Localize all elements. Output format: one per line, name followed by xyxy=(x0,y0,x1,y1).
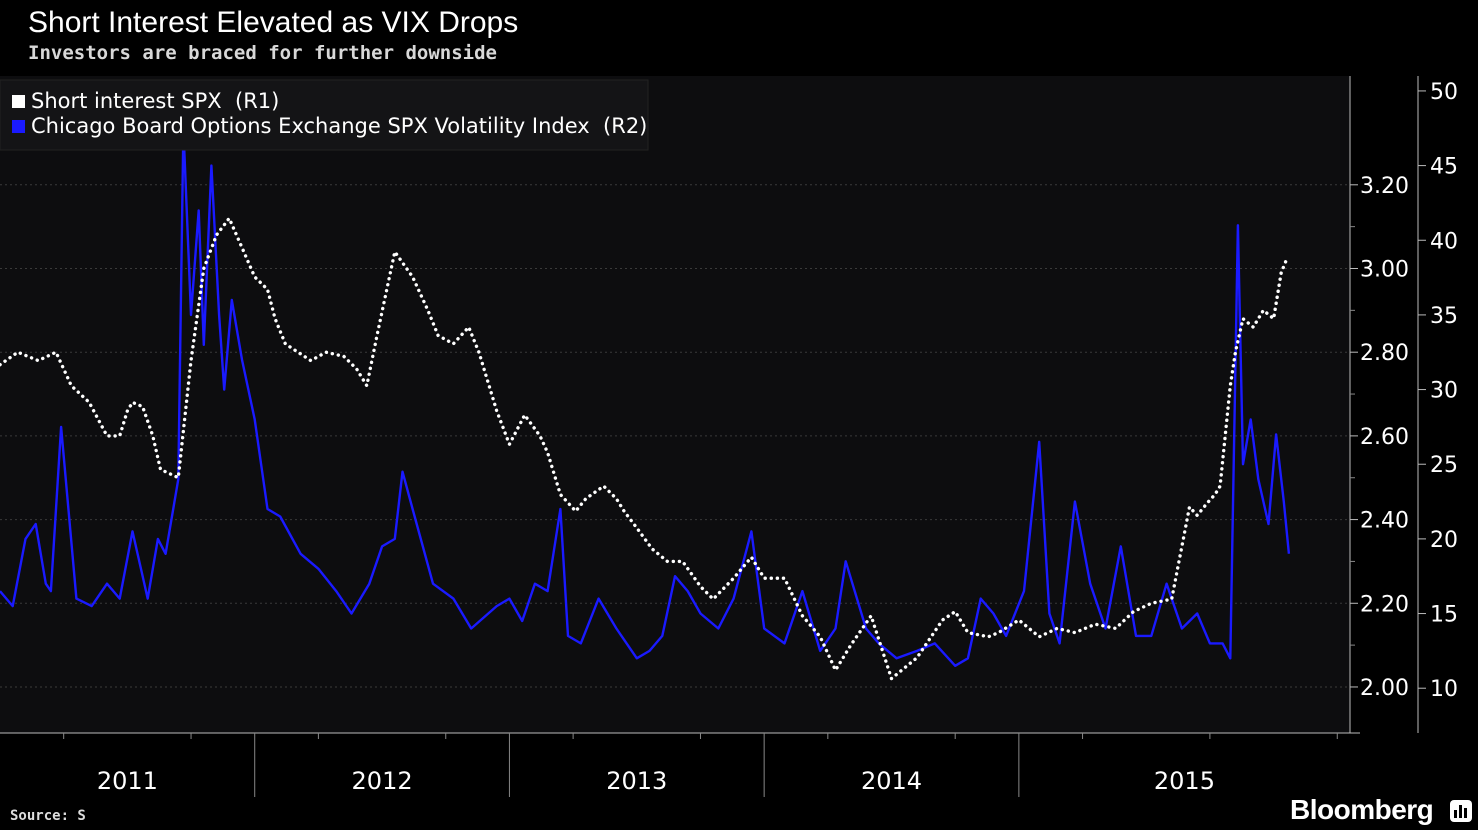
x-tick-label-2015: 2015 xyxy=(1154,767,1215,795)
r1-tick-label-3.00: 3.00 xyxy=(1360,257,1409,282)
legend-label-short-interest: Short interest SPX (R1) xyxy=(31,89,279,113)
r1-tick-label-2.60: 2.60 xyxy=(1360,425,1409,450)
legend-swatch-vix xyxy=(12,120,25,133)
legend: Short interest SPX (R1) Chicago Board Op… xyxy=(0,79,649,151)
r1-tick-label-2.80: 2.80 xyxy=(1360,341,1409,366)
r2-tick-label-20: 20 xyxy=(1430,528,1458,553)
r2-tick-label-50: 50 xyxy=(1430,80,1458,105)
bloomberg-logo: Bloomberg xyxy=(1290,794,1434,825)
plot-background xyxy=(0,76,1350,733)
r2-tick-label-10: 10 xyxy=(1430,677,1458,702)
r2-tick-label-40: 40 xyxy=(1430,229,1458,254)
x-tick-label-2011: 2011 xyxy=(97,767,158,795)
chart: 2.00 2.20 2.40 2.60 2.80 3.00 3.20 10 15 20 25 30 35… xyxy=(0,76,1458,797)
r2-tick-label-35: 35 xyxy=(1430,304,1458,329)
r2-tick-label-15: 15 xyxy=(1430,603,1458,628)
short-interest-line xyxy=(0,216,1289,681)
bloomberg-terminal-icon xyxy=(1450,800,1472,822)
chart-subtitle: Investors are braced for further downsid… xyxy=(28,42,497,64)
r1-tick-label-2.40: 2.40 xyxy=(1360,509,1409,534)
legend-box xyxy=(0,79,649,151)
x-tick-label-2014: 2014 xyxy=(861,767,922,795)
vix-line xyxy=(0,127,1291,667)
r1-tick-label-3.20: 3.20 xyxy=(1360,174,1409,199)
r2-tick-label-30: 30 xyxy=(1430,379,1458,404)
grid-lines xyxy=(0,184,1350,688)
axes: 2.00 2.20 2.40 2.60 2.80 3.00 3.20 10 15 20 25 30 35… xyxy=(0,76,1458,797)
r2-tick-label-45: 45 xyxy=(1430,155,1458,180)
x-tick-label-2013: 2013 xyxy=(606,767,667,795)
r2-tick-label-25: 25 xyxy=(1430,453,1458,478)
x-tick-label-2012: 2012 xyxy=(352,767,413,795)
legend-swatch-short-interest xyxy=(12,95,25,108)
short-interest-series xyxy=(0,216,1289,681)
r1-tick-label-2.00: 2.00 xyxy=(1360,676,1409,701)
chart-title: Short Interest Elevated as VIX Drops xyxy=(28,6,519,39)
vix-series xyxy=(0,127,1291,667)
source-note: Source: S xyxy=(10,808,86,824)
r1-tick-label-2.20: 2.20 xyxy=(1360,592,1409,617)
legend-label-vix: Chicago Board Options Exchange SPX Volat… xyxy=(31,114,647,138)
